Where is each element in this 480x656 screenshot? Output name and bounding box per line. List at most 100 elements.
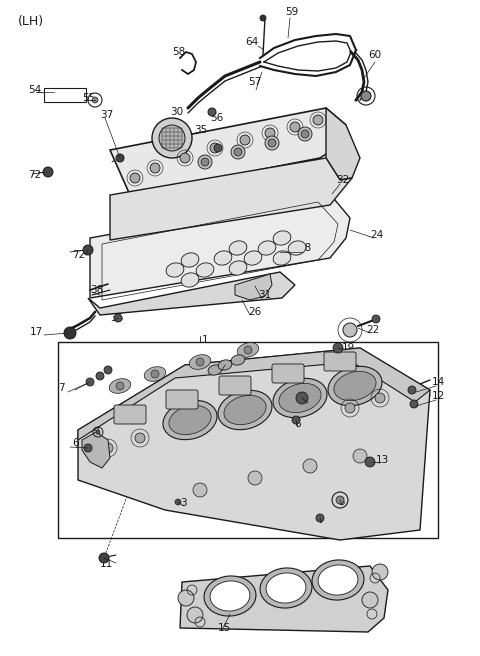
Text: 5: 5: [338, 497, 345, 507]
Ellipse shape: [328, 366, 382, 405]
Circle shape: [83, 245, 93, 255]
Circle shape: [410, 400, 418, 408]
Ellipse shape: [214, 251, 232, 265]
Circle shape: [175, 499, 181, 505]
Ellipse shape: [181, 253, 199, 267]
Circle shape: [180, 153, 190, 163]
Ellipse shape: [273, 379, 327, 418]
Circle shape: [375, 393, 385, 403]
Ellipse shape: [279, 383, 321, 413]
Text: 37: 37: [100, 110, 113, 120]
Circle shape: [96, 372, 104, 380]
Ellipse shape: [144, 367, 166, 381]
Ellipse shape: [218, 360, 232, 370]
Circle shape: [116, 154, 124, 162]
Circle shape: [84, 444, 92, 452]
Polygon shape: [88, 272, 295, 315]
Text: 1: 1: [202, 335, 209, 345]
Text: 24: 24: [370, 230, 383, 240]
Circle shape: [92, 97, 98, 103]
FancyBboxPatch shape: [324, 352, 356, 371]
Polygon shape: [90, 194, 350, 298]
Text: 31: 31: [258, 290, 271, 300]
Circle shape: [372, 564, 388, 580]
Ellipse shape: [237, 342, 259, 358]
Circle shape: [268, 139, 276, 147]
Ellipse shape: [189, 355, 211, 369]
Bar: [44, 88, 86, 102]
Polygon shape: [235, 274, 272, 300]
Polygon shape: [326, 108, 360, 180]
Circle shape: [296, 392, 308, 404]
Text: 32: 32: [336, 175, 349, 185]
Ellipse shape: [163, 400, 217, 440]
Text: 3: 3: [180, 498, 187, 508]
Circle shape: [265, 136, 279, 150]
Ellipse shape: [204, 576, 256, 616]
Circle shape: [96, 430, 100, 434]
Text: 54: 54: [28, 85, 41, 95]
Circle shape: [333, 343, 343, 353]
Text: 72: 72: [28, 170, 41, 180]
Circle shape: [336, 496, 344, 504]
Circle shape: [178, 590, 194, 606]
Polygon shape: [82, 432, 110, 468]
Circle shape: [345, 403, 355, 413]
Text: 6: 6: [294, 419, 300, 429]
Ellipse shape: [312, 560, 364, 600]
Circle shape: [86, 378, 94, 386]
Circle shape: [372, 315, 380, 323]
Circle shape: [152, 118, 192, 158]
Circle shape: [313, 115, 323, 125]
Text: 6: 6: [72, 438, 79, 448]
Ellipse shape: [231, 355, 245, 365]
Text: (LH): (LH): [18, 15, 44, 28]
Text: 36: 36: [110, 313, 123, 323]
Circle shape: [365, 457, 375, 467]
Ellipse shape: [244, 251, 262, 265]
Text: 58: 58: [172, 47, 185, 57]
Ellipse shape: [334, 371, 376, 401]
Circle shape: [290, 122, 300, 132]
Ellipse shape: [208, 365, 222, 375]
Text: 11: 11: [100, 559, 113, 569]
Circle shape: [116, 382, 124, 390]
Circle shape: [265, 128, 275, 138]
Circle shape: [234, 148, 242, 156]
Ellipse shape: [224, 396, 266, 424]
Circle shape: [231, 145, 245, 159]
Polygon shape: [78, 348, 430, 440]
Text: 38: 38: [90, 285, 103, 295]
Text: 13: 13: [376, 455, 389, 465]
Circle shape: [316, 514, 324, 522]
Ellipse shape: [109, 379, 131, 394]
Circle shape: [64, 327, 76, 339]
Circle shape: [99, 553, 109, 563]
Circle shape: [208, 108, 216, 116]
Polygon shape: [180, 566, 388, 632]
Circle shape: [362, 592, 378, 608]
Ellipse shape: [318, 565, 358, 595]
Circle shape: [303, 459, 317, 473]
Text: 17: 17: [30, 327, 43, 337]
Text: 7: 7: [58, 383, 65, 393]
Circle shape: [103, 443, 113, 453]
Text: 59: 59: [285, 7, 298, 17]
Text: 4: 4: [316, 515, 323, 525]
Polygon shape: [78, 348, 430, 540]
Text: 26: 26: [248, 307, 261, 317]
FancyBboxPatch shape: [166, 390, 198, 409]
Text: 72: 72: [72, 250, 85, 260]
Text: 15: 15: [218, 623, 231, 633]
Ellipse shape: [273, 251, 291, 265]
Text: 10: 10: [218, 363, 231, 373]
Text: 19: 19: [342, 343, 355, 353]
Circle shape: [210, 143, 220, 153]
Ellipse shape: [229, 261, 247, 275]
Circle shape: [159, 125, 185, 151]
Polygon shape: [110, 108, 346, 195]
Circle shape: [214, 144, 222, 152]
Text: 14: 14: [432, 377, 445, 387]
Circle shape: [240, 135, 250, 145]
Ellipse shape: [258, 241, 276, 255]
